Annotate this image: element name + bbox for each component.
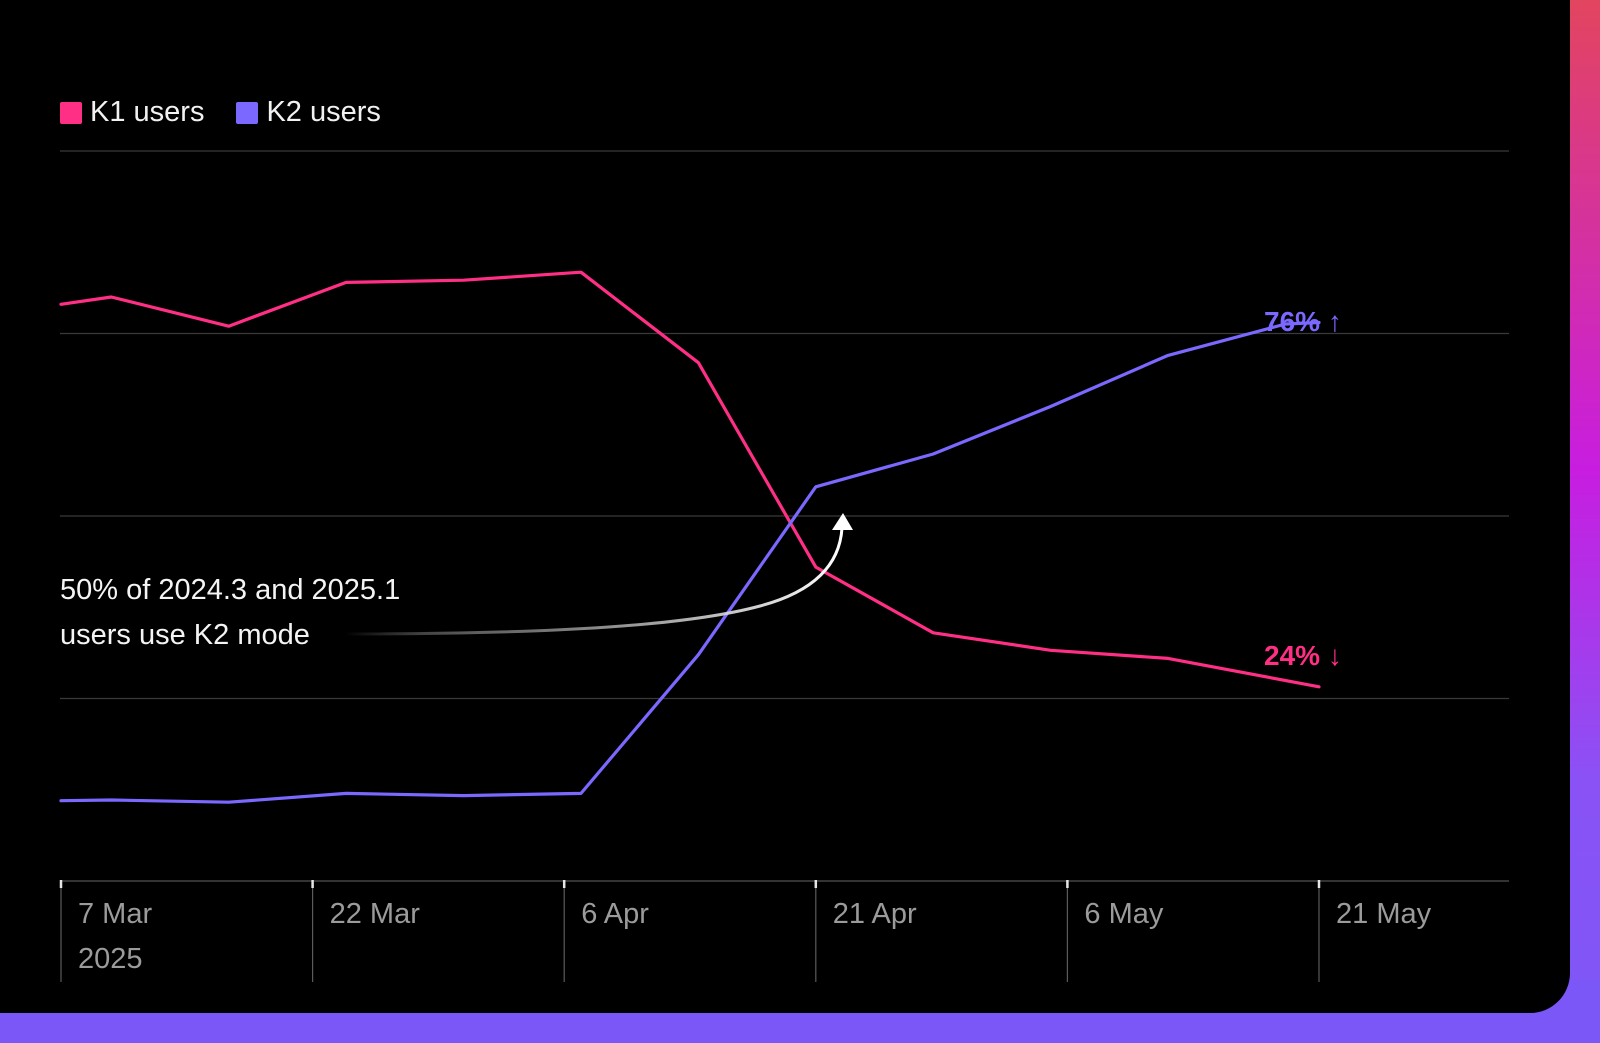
x-tick-label: 6 Apr	[581, 892, 649, 937]
x-tick-label: 21 May	[1336, 892, 1431, 937]
legend-item-k2: K2 users	[236, 96, 381, 129]
arrow-up-icon: ↑	[1327, 306, 1342, 337]
annotation-arrowhead	[832, 513, 853, 530]
x-tick-label-line1: 22 Mar	[329, 898, 420, 930]
annotation-line-1: 50% of 2024.3 and 2025.1	[60, 574, 401, 606]
series-line-k1	[59, 270, 1321, 689]
x-tick-label: 7 Mar 2025	[78, 892, 152, 982]
annotation-connector	[344, 527, 844, 636]
legend-item-k1: K1 users	[60, 96, 204, 129]
legend-swatch-k1	[60, 101, 82, 124]
crossover-annotation: 50% of 2024.3 and 2025.1 users use K2 mo…	[60, 568, 400, 658]
legend-label-k2: K2 users	[266, 96, 381, 128]
x-tick-label-line2: 2025	[78, 943, 143, 975]
k1-end-value: 24%	[1264, 640, 1321, 671]
chart-legend: K1 users K2 users	[60, 96, 381, 129]
k2-end-label: 76% ↑	[1264, 306, 1342, 338]
x-tick-label: 6 May	[1084, 892, 1163, 937]
x-tick-label-line1: 6 Apr	[581, 898, 649, 930]
chart-area	[59, 150, 1509, 982]
series-line-k2	[59, 320, 1321, 804]
chart-card: K1 users K2 users 50% of 2024.3 and 2025…	[0, 0, 1570, 1013]
x-tick-label-line1: 21 Apr	[832, 898, 917, 930]
annotation-line-2: users use K2 mode	[60, 619, 310, 651]
x-tick-label-line1: 21 May	[1336, 898, 1432, 930]
legend-swatch-k2	[236, 101, 259, 124]
x-tick-label: 21 Apr	[833, 892, 917, 937]
legend-label-k1: K1 users	[90, 96, 205, 128]
x-tick-label-line1: 7 Mar	[78, 898, 153, 930]
x-tick-label: 22 Mar	[330, 892, 420, 937]
x-tick-label-line1: 6 May	[1084, 898, 1164, 930]
arrow-down-icon: ↓	[1327, 640, 1342, 671]
k2-end-value: 76%	[1264, 306, 1321, 337]
k1-end-label: 24% ↓	[1264, 640, 1342, 672]
